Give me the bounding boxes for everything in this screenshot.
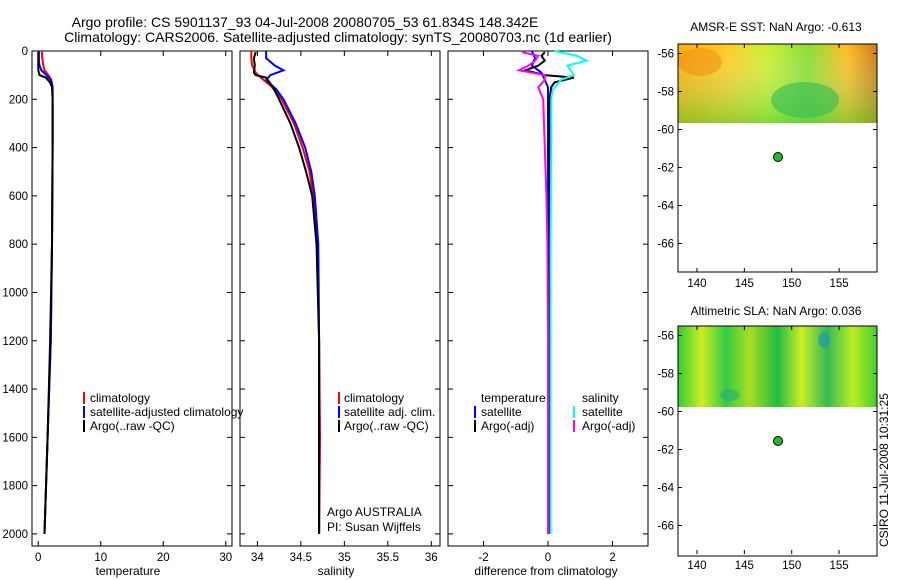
lat-tick-label: -60 [657, 407, 674, 419]
lat-tick-label: -62 [657, 163, 674, 175]
lat-tick-label: -64 [657, 201, 674, 213]
lat-tick-label: -56 [657, 331, 674, 343]
x-tick-label: -2 [478, 552, 488, 564]
x-tick-label: 34 [251, 552, 264, 564]
lat-tick-label: -62 [657, 445, 674, 457]
sst-argo-marker [773, 152, 783, 162]
salinity-plot: 34 34.5 35 35.5 36 [240, 50, 440, 564]
sst-cold-patch [771, 82, 839, 118]
legend-label-satellite: satellite adj. clim. [344, 405, 435, 419]
sla-map-title: Altimetric SLA: NaN Argo: 0.036 [691, 304, 862, 318]
lon-tick-label: 150 [782, 560, 801, 572]
x-tick-label: 30 [219, 552, 232, 564]
y-tick-label: 1800 [2, 481, 28, 493]
x-tick-label: 35 [338, 552, 351, 564]
series-line-argo-raw-qc- [37, 52, 54, 534]
legend-label-argo: Argo(..raw -QC) [90, 419, 175, 433]
argo-annotation-line2: PI: Susan Wijffels [327, 520, 421, 534]
temperature-legend: climatology satellite-adjusted climatolo… [83, 391, 243, 433]
legend-label-climatology: climatology [90, 391, 150, 405]
figure-title-line1: Argo profile: CS 5901137_93 04-Jul-2008 … [72, 14, 539, 30]
temperature-plot: 0 200 400 600 800 1000 1200 1400 1600 1800 2000 0 10… [2, 46, 232, 564]
x-tick-label: 34.5 [290, 552, 312, 564]
credit-text: CSIRO 11-Jul-2008 10:31:25 [877, 393, 891, 547]
figure-title-line2: Climatology: CARS2006. Satellite-adjuste… [64, 29, 612, 45]
x-tick-label: 0 [35, 552, 41, 564]
legend-heading-temperature: temperature [481, 391, 546, 405]
lat-tick-label: -56 [657, 49, 674, 61]
sst-map-ticks: -56 -58 -60 -62 -64 -66 140 145 150 155 [657, 44, 877, 290]
salinity-xlabel: salinity [318, 564, 355, 578]
x-tick-label: 0 [545, 552, 551, 564]
lat-tick-label: -60 [657, 125, 674, 137]
sst-map-frame [677, 43, 878, 273]
lat-tick-label: -58 [657, 87, 674, 99]
sst-map-title: AMSR-E SST: NaN Argo: -0.613 [690, 20, 862, 34]
legend-label-sal-argo: Argo(-adj) [582, 419, 635, 433]
y-tick-label: 0 [22, 46, 28, 58]
lat-tick-label: -58 [657, 369, 674, 381]
y-tick-label: 2000 [2, 529, 28, 541]
argo-annotation-line1: Argo AUSTRALIA [327, 505, 422, 519]
lon-tick-label: 145 [735, 560, 754, 572]
difference-plot: -2 0 2 [448, 50, 648, 564]
x-tick-label: 36 [425, 552, 438, 564]
y-tick-label: 600 [9, 191, 28, 203]
series-line-salinity-satellite [549, 50, 590, 534]
sst-warm-patch [678, 48, 722, 76]
y-tick-label: 1400 [2, 384, 28, 396]
sla-map-ticks: -56 -58 -60 -62 -64 -66 140 145 150 155 [657, 326, 877, 572]
series-line-temperature-satellite [530, 50, 549, 534]
salinity-plot-frame [239, 50, 441, 547]
sla-argo-marker [773, 436, 783, 446]
lon-tick-label: 150 [782, 278, 801, 290]
legend-label-argo: Argo(..raw -QC) [344, 419, 429, 433]
series-line-salinity-argo-adj- [515, 51, 549, 534]
x-tick-label: 10 [94, 552, 107, 564]
sla-blue-patch [818, 332, 830, 348]
series-line-climatology [250, 51, 322, 534]
sla-blue-patch-2 [720, 389, 740, 401]
lon-tick-label: 140 [687, 278, 706, 290]
difference-legend: temperature satellite Argo(-adj) salinit… [474, 391, 635, 433]
x-tick-label: 20 [157, 552, 170, 564]
y-tick-label: 1200 [2, 336, 28, 348]
legend-heading-salinity: salinity [582, 391, 619, 405]
lat-tick-label: -64 [657, 483, 674, 495]
salinity-legend: climatology satellite adj. clim. Argo(..… [327, 391, 435, 534]
x-tick-label: 35.5 [377, 552, 399, 564]
legend-label-satellite: satellite-adjusted climatology [90, 405, 243, 419]
lon-tick-label: 155 [830, 278, 849, 290]
legend-label-temp-satellite: satellite [481, 405, 522, 419]
temperature-xlabel: temperature [96, 564, 161, 578]
legend-label-temp-argo: Argo(-adj) [481, 419, 534, 433]
y-tick-label: 400 [9, 143, 28, 155]
sla-map-frame [677, 325, 878, 557]
legend-label-sal-satellite: satellite [582, 405, 623, 419]
sla-heatmap [678, 326, 877, 407]
x-tick-label: 2 [609, 552, 615, 564]
lon-tick-label: 145 [735, 278, 754, 290]
difference-xlabel: difference from climatology [474, 564, 617, 578]
y-tick-label: 200 [9, 94, 28, 106]
y-tick-label: 800 [9, 239, 28, 251]
sla-map-panel: Altimetric SLA: NaN Argo: 0.036 -56 -58 -6… [657, 304, 878, 572]
legend-label-climatology: climatology [344, 391, 404, 405]
series-line-satellite-adj-clim- [264, 51, 321, 534]
lat-tick-label: -66 [657, 521, 674, 533]
lon-tick-label: 140 [687, 560, 706, 572]
sst-map-panel: AMSR-E SST: NaN Argo: -0.613 -56 -58 -60 -6… [657, 20, 878, 290]
lon-tick-label: 155 [830, 560, 849, 572]
temperature-plot-frame [31, 50, 233, 547]
series-line-argo-raw-qc- [252, 51, 321, 534]
y-tick-label: 1600 [2, 432, 28, 444]
y-tick-label: 1000 [2, 287, 28, 299]
lat-tick-label: -66 [657, 239, 674, 251]
